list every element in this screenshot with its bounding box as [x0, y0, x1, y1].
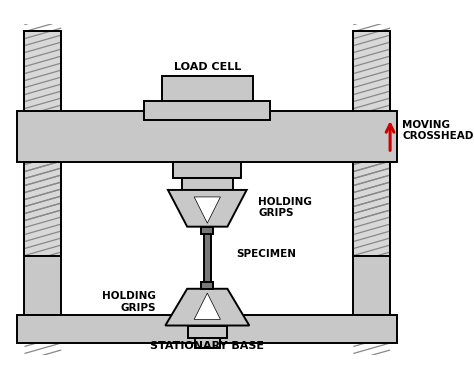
Bar	[201, 282, 213, 289]
Text: MOVING
CROSSHEAD: MOVING CROSSHEAD	[402, 120, 474, 141]
Bar	[25, 255, 61, 315]
Bar	[162, 76, 253, 104]
Bar	[353, 31, 390, 116]
Bar	[353, 159, 390, 255]
Text: LOAD CELL: LOAD CELL	[173, 63, 241, 72]
Polygon shape	[168, 190, 246, 227]
Bar	[25, 31, 61, 116]
Polygon shape	[194, 293, 220, 319]
Bar	[173, 162, 241, 178]
Bar	[353, 31, 390, 116]
Bar	[25, 159, 61, 255]
Bar	[353, 159, 390, 255]
Bar	[25, 159, 61, 255]
Bar	[201, 227, 213, 234]
Text: STATIONARY BASE: STATIONARY BASE	[150, 341, 264, 351]
Bar	[195, 338, 219, 348]
Bar	[25, 31, 61, 116]
Polygon shape	[165, 289, 249, 326]
Text: SPECIMEN: SPECIMEN	[236, 249, 296, 259]
Bar	[182, 178, 233, 190]
Bar	[353, 255, 390, 315]
Bar	[18, 111, 397, 162]
Bar	[204, 234, 211, 282]
Bar	[144, 101, 270, 120]
Polygon shape	[194, 197, 220, 223]
Bar	[188, 326, 227, 338]
Text: HOLDING
GRIPS: HOLDING GRIPS	[102, 291, 155, 313]
Text: HOLDING
GRIPS: HOLDING GRIPS	[258, 197, 312, 218]
Bar	[18, 315, 397, 343]
